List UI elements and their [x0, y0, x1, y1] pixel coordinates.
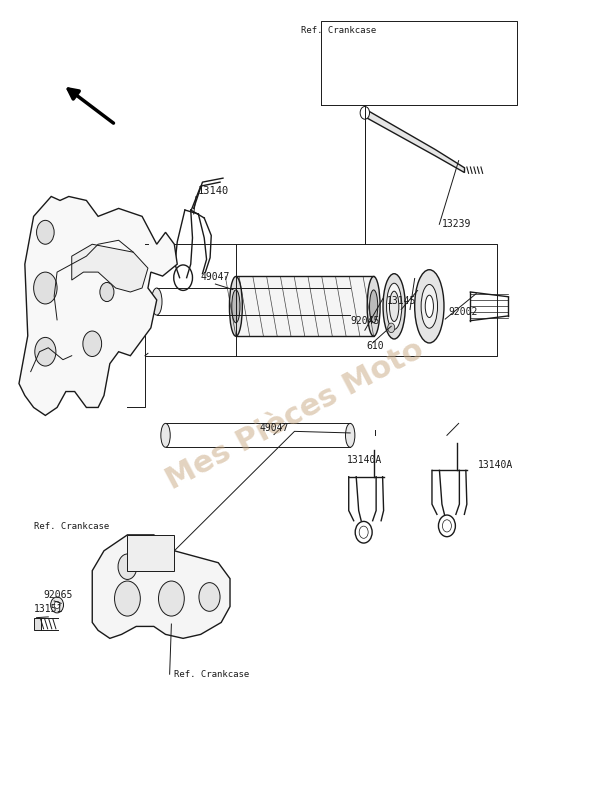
Ellipse shape	[51, 597, 64, 613]
Polygon shape	[127, 535, 174, 570]
Circle shape	[35, 337, 56, 366]
Text: 13239: 13239	[442, 220, 472, 229]
Ellipse shape	[346, 423, 355, 447]
Ellipse shape	[367, 276, 380, 336]
Ellipse shape	[421, 284, 438, 328]
Ellipse shape	[415, 270, 444, 343]
Polygon shape	[19, 197, 177, 415]
Ellipse shape	[54, 602, 60, 609]
Circle shape	[118, 554, 137, 579]
Ellipse shape	[383, 274, 405, 339]
Text: Ref. Crankcase: Ref. Crankcase	[301, 26, 376, 35]
Bar	[34, 618, 41, 630]
Ellipse shape	[389, 291, 399, 321]
Text: Ref. Crankcase: Ref. Crankcase	[34, 523, 109, 531]
Circle shape	[34, 272, 57, 304]
Circle shape	[199, 582, 220, 611]
Circle shape	[100, 283, 114, 301]
Text: 49047: 49047	[259, 423, 289, 433]
Circle shape	[83, 331, 102, 356]
Text: 13140A: 13140A	[348, 455, 382, 465]
Circle shape	[388, 323, 395, 332]
Text: 92045: 92045	[350, 316, 379, 326]
Bar	[236, 276, 373, 336]
Ellipse shape	[425, 295, 434, 317]
Text: 92065: 92065	[44, 590, 73, 600]
Ellipse shape	[386, 284, 402, 329]
Ellipse shape	[161, 423, 170, 447]
Text: 13140: 13140	[198, 186, 229, 196]
Text: Ref. Crankcase: Ref. Crankcase	[174, 670, 250, 678]
Ellipse shape	[230, 276, 242, 336]
Circle shape	[114, 581, 140, 616]
Text: 13140A: 13140A	[478, 459, 512, 470]
Polygon shape	[92, 535, 230, 638]
Text: 13151: 13151	[34, 605, 63, 614]
Circle shape	[360, 106, 369, 119]
Ellipse shape	[232, 290, 240, 323]
Text: Mes Pièces Moto: Mes Pièces Moto	[161, 335, 428, 495]
Polygon shape	[72, 244, 148, 292]
Ellipse shape	[151, 288, 162, 315]
Text: 49047: 49047	[201, 272, 230, 283]
Polygon shape	[365, 109, 465, 173]
Circle shape	[37, 221, 54, 244]
Text: 92002: 92002	[448, 308, 478, 317]
Ellipse shape	[369, 290, 378, 323]
Text: 610: 610	[366, 340, 384, 351]
Text: 13145: 13145	[386, 296, 416, 305]
Ellipse shape	[345, 288, 356, 315]
Circle shape	[158, 581, 184, 616]
